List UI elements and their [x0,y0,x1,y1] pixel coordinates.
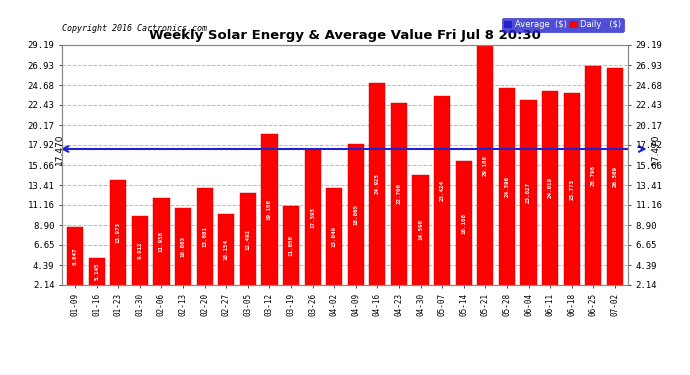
Text: 24.925: 24.925 [375,173,380,194]
Bar [304,150,321,285]
Bar [499,87,515,285]
Text: 24.019: 24.019 [548,177,553,198]
Bar [239,193,256,285]
Text: 17.470: 17.470 [55,133,64,165]
Text: 23.773: 23.773 [569,178,574,200]
Bar [455,161,472,285]
Bar [413,174,428,285]
Bar [477,45,493,285]
Text: 16.108: 16.108 [462,213,466,234]
Bar [585,66,602,285]
Text: 17.393: 17.393 [310,207,315,228]
Text: 5.145: 5.145 [94,263,99,280]
Text: 24.396: 24.396 [504,176,509,197]
Text: 29.188: 29.188 [483,154,488,176]
Bar [175,208,191,285]
Bar [542,91,558,285]
Text: 26.796: 26.796 [591,165,596,186]
Text: 13.973: 13.973 [116,222,121,243]
Bar [369,83,386,285]
Text: 26.569: 26.569 [613,166,618,187]
Text: 13.081: 13.081 [202,226,207,247]
Text: 23.027: 23.027 [526,182,531,203]
Text: 8.647: 8.647 [72,248,77,265]
Text: Copyright 2016 Cartronics.com: Copyright 2016 Cartronics.com [62,24,207,33]
Title: Weekly Solar Energy & Average Value Fri Jul 8 20:30: Weekly Solar Energy & Average Value Fri … [149,30,541,42]
Text: 11.938: 11.938 [159,231,164,252]
Bar [262,135,277,285]
Bar [348,144,364,285]
Bar [326,188,342,285]
Text: 12.492: 12.492 [246,229,250,250]
Text: 11.050: 11.050 [288,235,293,256]
Text: 19.108: 19.108 [267,199,272,220]
Bar [132,216,148,285]
Text: 10.154: 10.154 [224,239,228,260]
Text: 18.065: 18.065 [353,204,358,225]
Bar [520,100,537,285]
Legend: Average  ($), Daily   ($): Average ($), Daily ($) [502,18,624,32]
Bar [564,93,580,285]
Bar [197,188,213,285]
Bar [283,206,299,285]
Bar [88,258,105,285]
Text: 14.590: 14.590 [418,219,423,240]
Bar [218,214,235,285]
Text: 17.470: 17.470 [651,133,660,165]
Bar [391,103,407,285]
Bar [153,198,170,285]
Bar [110,180,126,285]
Bar [67,227,83,285]
Text: 13.049: 13.049 [332,226,337,247]
Text: 10.803: 10.803 [181,236,186,257]
Bar [434,96,451,285]
Text: 22.700: 22.700 [397,183,402,204]
Text: 9.912: 9.912 [137,242,142,259]
Bar [607,68,623,285]
Text: 23.424: 23.424 [440,180,444,201]
